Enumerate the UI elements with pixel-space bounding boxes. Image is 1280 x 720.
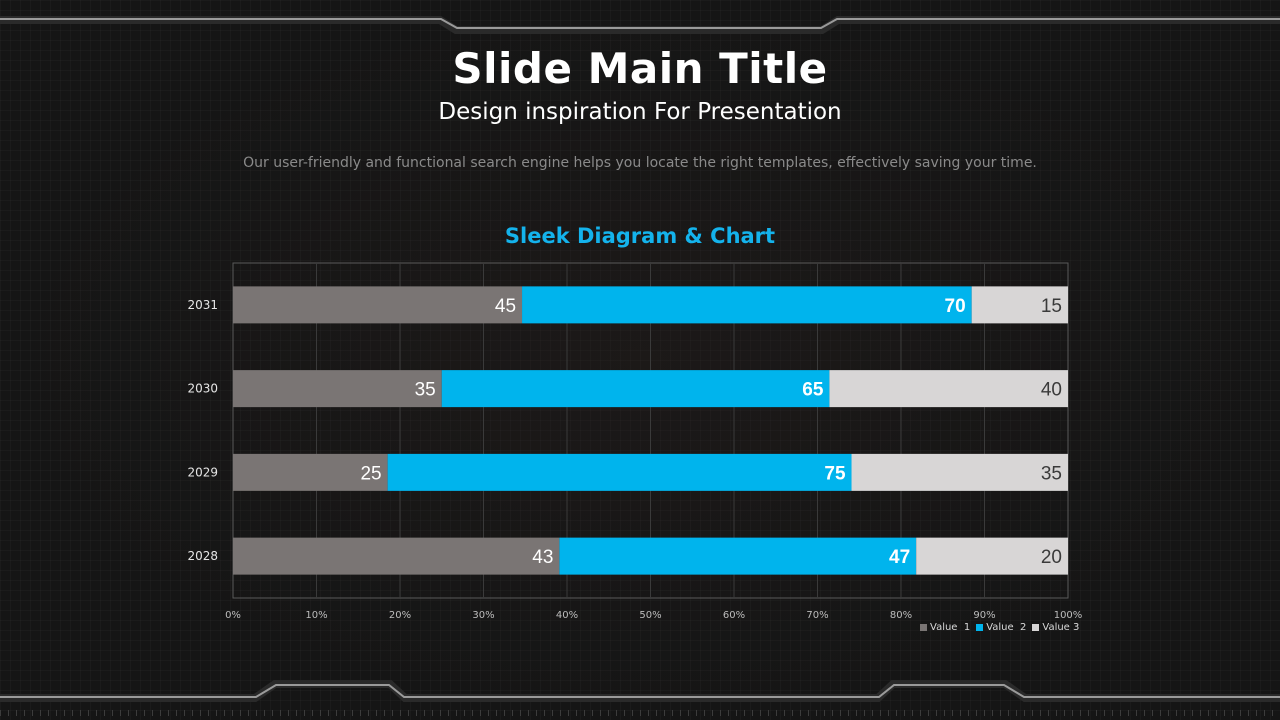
x-tick-label: 80% bbox=[890, 610, 912, 621]
y-category-label: 2031 bbox=[187, 298, 218, 312]
legend-item-value-3: Value 3 bbox=[1032, 622, 1079, 633]
y-category-label: 2029 bbox=[187, 465, 218, 479]
bar-segment bbox=[441, 370, 830, 408]
data-label: 45 bbox=[495, 296, 516, 317]
bar-segment bbox=[971, 286, 1068, 324]
data-label: 75 bbox=[824, 463, 846, 484]
bar-segment bbox=[829, 370, 1068, 408]
x-tick-label: 30% bbox=[472, 610, 494, 621]
legend-item-value-1: Value 1 bbox=[920, 622, 970, 633]
x-tick-label: 40% bbox=[556, 610, 578, 621]
data-label: 65 bbox=[802, 380, 824, 401]
x-tick-label: 0% bbox=[225, 610, 241, 621]
data-label: 35 bbox=[415, 380, 436, 401]
data-label: 15 bbox=[1041, 296, 1062, 317]
chart-title: Sleek Diagram & Chart bbox=[504, 224, 776, 248]
bar-segment bbox=[233, 286, 523, 324]
data-label: 40 bbox=[1041, 380, 1062, 401]
legend-swatch-value-3 bbox=[1032, 623, 1040, 631]
x-tick-label: 100% bbox=[1054, 610, 1083, 621]
y-category-label: 2030 bbox=[187, 382, 218, 396]
bar-segment bbox=[233, 370, 442, 408]
legend-label-value-1: Value 1 bbox=[930, 621, 971, 633]
legend-label-value-2: Value 2 bbox=[986, 621, 1027, 633]
chart-legend: Value 1 Value 2 Value 3 bbox=[920, 621, 1079, 633]
bar-segment bbox=[851, 453, 1068, 491]
bar-segment bbox=[559, 537, 917, 575]
bar-segment bbox=[387, 453, 852, 491]
top-frame-border bbox=[0, 16, 1280, 34]
x-tick-label: 90% bbox=[973, 610, 995, 621]
legend-swatch-value-1 bbox=[920, 623, 927, 631]
x-tick-label: 60% bbox=[723, 610, 745, 621]
bar-segment bbox=[233, 453, 388, 491]
x-tick-label: 10% bbox=[305, 610, 327, 621]
legend-label-value-3: Value 3 bbox=[1042, 621, 1080, 633]
bar-segment bbox=[233, 537, 560, 575]
legend-item-value-2: Value 2 bbox=[976, 622, 1026, 633]
data-label: 70 bbox=[945, 296, 966, 317]
bar-segment bbox=[522, 286, 972, 324]
y-category-label: 2028 bbox=[187, 549, 218, 563]
x-tick-label: 70% bbox=[806, 610, 828, 621]
legend-swatch-value-2 bbox=[976, 623, 984, 631]
bar-segment bbox=[916, 537, 1068, 575]
x-tick-label: 20% bbox=[389, 610, 411, 621]
data-label: 20 bbox=[1041, 547, 1062, 568]
bottom-frame-border bbox=[0, 680, 1280, 716]
data-label: 47 bbox=[889, 547, 910, 568]
slide-description: Our user-friendly and functional search … bbox=[243, 155, 1037, 171]
data-label: 35 bbox=[1041, 463, 1062, 484]
data-label: 43 bbox=[532, 547, 553, 568]
x-tick-label: 50% bbox=[639, 610, 661, 621]
slide-title: Slide Main Title bbox=[452, 44, 828, 93]
slide-subtitle: Design inspiration For Presentation bbox=[438, 99, 842, 125]
data-label: 25 bbox=[360, 463, 381, 484]
